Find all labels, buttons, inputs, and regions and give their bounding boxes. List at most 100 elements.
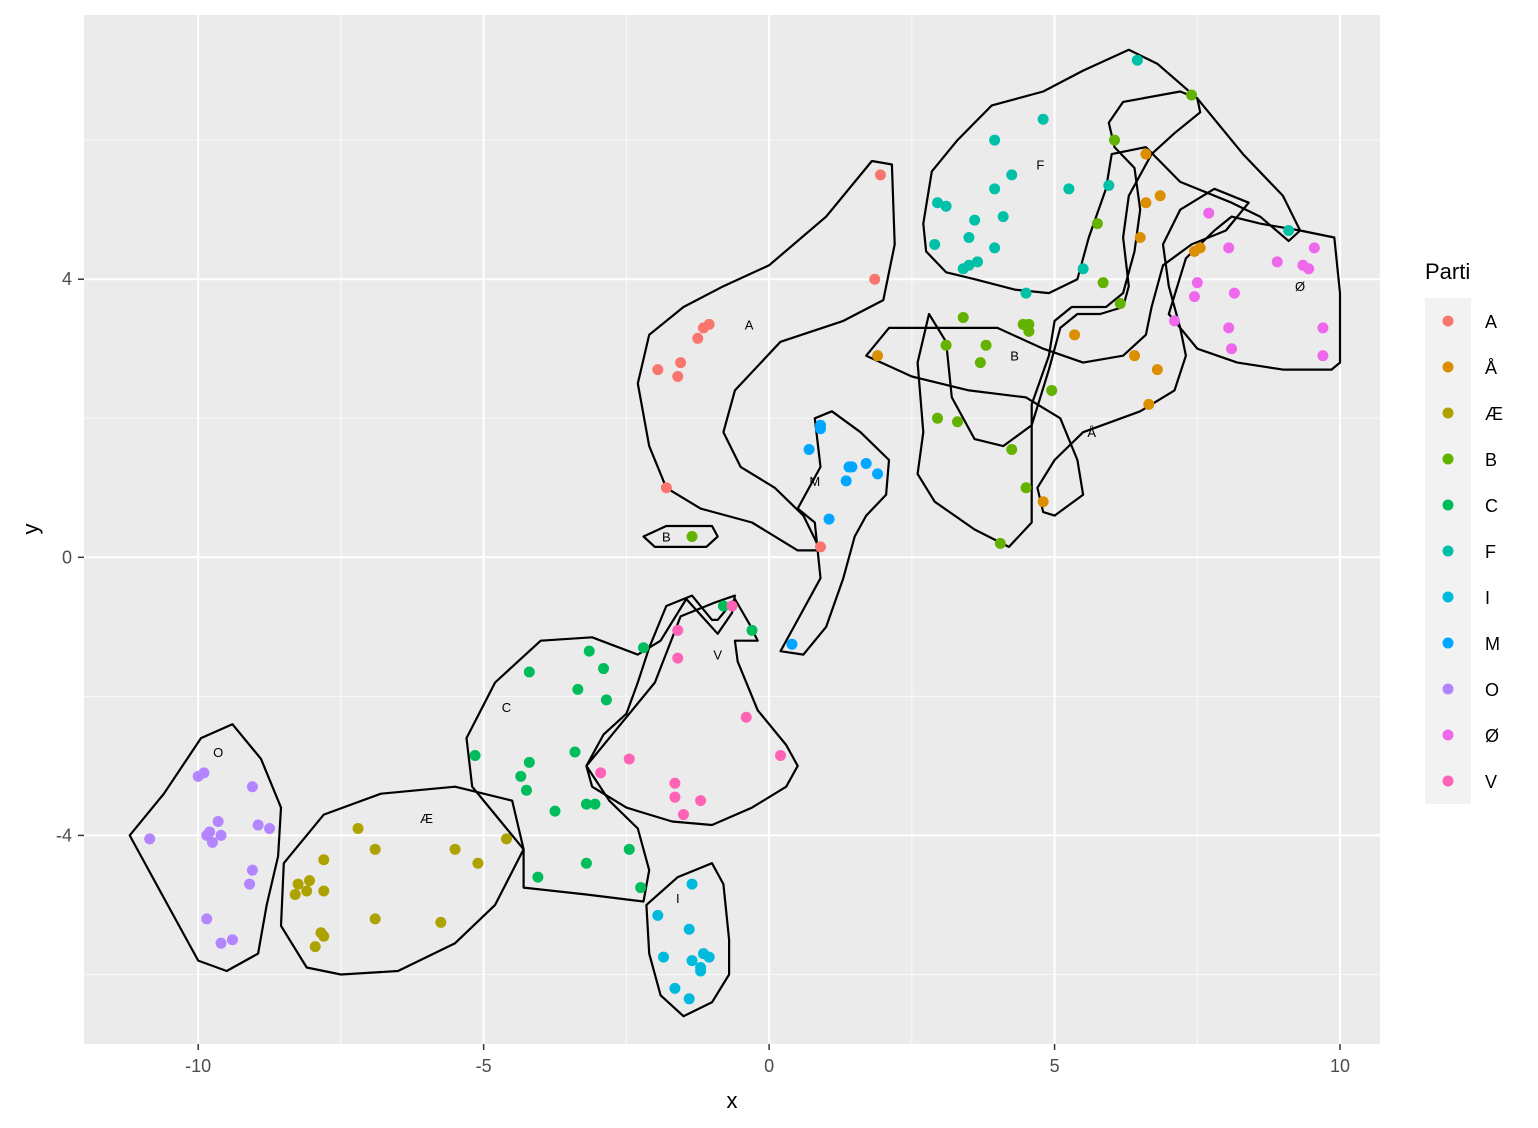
data-point bbox=[740, 711, 752, 723]
data-point bbox=[1037, 496, 1049, 508]
density-contour bbox=[645, 862, 731, 1018]
data-point bbox=[823, 513, 835, 525]
data-point bbox=[1006, 169, 1018, 181]
data-point bbox=[1134, 231, 1146, 243]
data-point bbox=[1023, 325, 1035, 337]
legend-key bbox=[1442, 683, 1454, 695]
data-point bbox=[201, 913, 213, 925]
data-point bbox=[1109, 134, 1121, 146]
density-contour bbox=[865, 187, 1250, 517]
data-point bbox=[1194, 242, 1206, 254]
data-point bbox=[872, 350, 884, 362]
x-tick-label: 10 bbox=[1330, 1056, 1350, 1076]
data-point bbox=[595, 767, 607, 779]
data-point bbox=[318, 930, 330, 942]
legend-key bbox=[1442, 315, 1454, 327]
data-point bbox=[435, 916, 447, 928]
density-contour bbox=[779, 410, 891, 656]
data-point bbox=[500, 833, 512, 845]
data-point bbox=[1114, 298, 1126, 310]
data-point bbox=[874, 169, 886, 181]
data-point bbox=[1303, 263, 1315, 275]
data-point bbox=[549, 805, 561, 817]
x-tick-label: 5 bbox=[1050, 1056, 1060, 1076]
y-tick-label: -4 bbox=[56, 825, 72, 845]
data-point bbox=[672, 624, 684, 636]
data-point bbox=[1097, 277, 1109, 289]
data-point bbox=[1103, 179, 1115, 191]
legend-items: A Å Æ B C F I M O Ø V bbox=[1442, 312, 1503, 792]
data-point bbox=[289, 889, 301, 901]
data-point bbox=[1317, 350, 1329, 362]
data-point bbox=[695, 795, 707, 807]
density-contour bbox=[585, 594, 799, 827]
data-point bbox=[1046, 384, 1058, 396]
data-point bbox=[672, 371, 684, 383]
legend-label: V bbox=[1485, 772, 1497, 792]
major-gridlines bbox=[84, 15, 1380, 1044]
data-point bbox=[997, 211, 1009, 223]
data-point bbox=[580, 857, 592, 869]
data-point bbox=[1271, 256, 1283, 268]
data-point bbox=[523, 756, 535, 768]
data-point bbox=[1037, 113, 1049, 125]
data-point bbox=[669, 791, 681, 803]
data-point bbox=[352, 822, 364, 834]
data-point bbox=[1006, 444, 1018, 456]
data-point bbox=[932, 412, 944, 424]
legend-title: Parti bbox=[1425, 259, 1470, 284]
cluster-label: Æ bbox=[420, 811, 433, 826]
data-point bbox=[569, 746, 581, 758]
data-point bbox=[677, 809, 689, 821]
data-point bbox=[672, 652, 684, 664]
data-point bbox=[589, 798, 601, 810]
data-point bbox=[515, 770, 527, 782]
density-contour bbox=[128, 723, 283, 973]
density-contour bbox=[642, 524, 719, 548]
data-point bbox=[215, 829, 227, 841]
data-point bbox=[318, 885, 330, 897]
data-point bbox=[1191, 277, 1203, 289]
cluster-label: M bbox=[809, 474, 820, 489]
data-point bbox=[957, 263, 969, 275]
data-point bbox=[318, 854, 330, 866]
cluster-label: B bbox=[1010, 349, 1019, 364]
data-point bbox=[1020, 482, 1032, 494]
legend-key bbox=[1442, 637, 1454, 649]
data-point bbox=[675, 357, 687, 369]
data-point bbox=[980, 339, 992, 351]
data-point bbox=[717, 600, 729, 612]
data-point bbox=[226, 934, 238, 946]
data-point bbox=[1203, 207, 1215, 219]
data-point bbox=[963, 231, 975, 243]
data-point bbox=[932, 197, 944, 209]
data-point bbox=[989, 183, 1001, 195]
data-point bbox=[1168, 315, 1180, 327]
data-point bbox=[264, 822, 276, 834]
cluster-labels: A F B Å Ø M B V C O Æ I bbox=[213, 157, 1305, 906]
data-point bbox=[1020, 287, 1032, 299]
data-point bbox=[523, 666, 535, 678]
data-point bbox=[686, 530, 698, 542]
data-point bbox=[952, 416, 964, 428]
data-point bbox=[369, 843, 381, 855]
data-point bbox=[669, 982, 681, 994]
x-tick-label: -5 bbox=[476, 1056, 492, 1076]
data-point bbox=[1131, 54, 1143, 66]
data-point bbox=[246, 781, 258, 793]
data-point bbox=[1186, 89, 1198, 101]
data-point bbox=[449, 843, 461, 855]
data-point bbox=[971, 256, 983, 268]
data-point bbox=[786, 638, 798, 650]
data-point bbox=[1143, 398, 1155, 410]
data-point bbox=[532, 871, 544, 883]
data-point bbox=[469, 749, 481, 761]
legend-label: F bbox=[1485, 542, 1496, 562]
legend-label: O bbox=[1485, 680, 1499, 700]
legend-label: I bbox=[1485, 588, 1490, 608]
data-point bbox=[703, 318, 715, 330]
legend-key bbox=[1442, 545, 1454, 557]
data-point bbox=[144, 833, 156, 845]
data-point bbox=[695, 965, 707, 977]
